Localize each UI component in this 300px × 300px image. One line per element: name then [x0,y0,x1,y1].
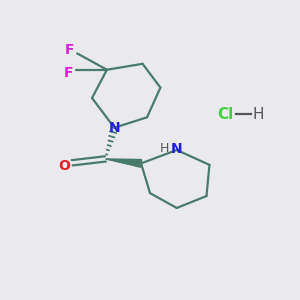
Text: N: N [170,142,182,155]
Text: F: F [65,44,74,57]
Polygon shape [105,159,142,167]
Text: H: H [253,107,264,122]
Text: F: F [64,66,73,80]
Text: H: H [160,142,169,155]
Text: O: O [58,159,70,173]
Text: Cl: Cl [218,107,234,122]
Text: N: N [109,121,120,135]
